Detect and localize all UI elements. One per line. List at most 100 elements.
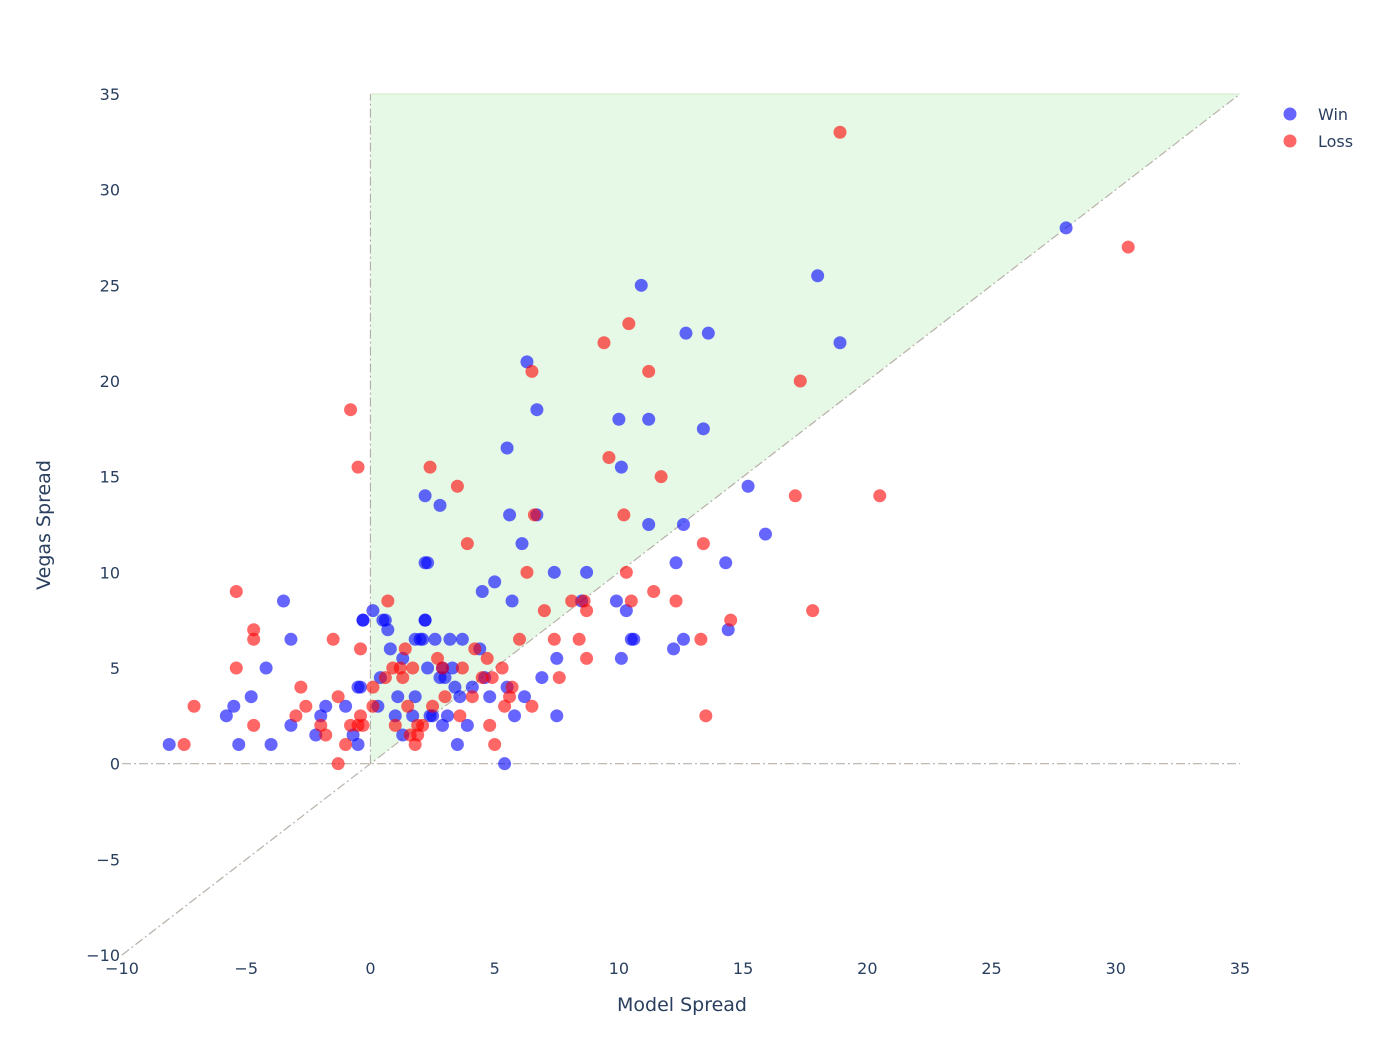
point-win-92 <box>667 642 681 656</box>
legend-label-loss: Loss <box>1318 132 1353 151</box>
point-win-93 <box>669 556 683 570</box>
point-loss-92 <box>1121 240 1135 254</box>
point-win-71 <box>515 537 529 551</box>
point-loss-2 <box>187 699 201 713</box>
point-win-6 <box>259 661 273 675</box>
point-win-56 <box>453 690 467 704</box>
point-win-48 <box>435 718 449 732</box>
point-win-11 <box>309 728 323 742</box>
point-win-88 <box>627 632 641 646</box>
series-win <box>162 221 1073 771</box>
point-win-39 <box>418 489 432 503</box>
point-win-47 <box>433 498 447 512</box>
point-loss-69 <box>572 632 586 646</box>
legend-item-loss: Loss <box>1283 132 1353 151</box>
point-win-86 <box>619 604 633 618</box>
point-win-7 <box>264 738 278 752</box>
point-win-29 <box>391 690 405 704</box>
point-win-5 <box>244 690 258 704</box>
point-win-51 <box>440 709 454 723</box>
point-loss-26 <box>378 671 392 685</box>
point-loss-83 <box>694 632 708 646</box>
point-win-44 <box>426 709 440 723</box>
point-win-14 <box>339 699 353 713</box>
point-win-83 <box>612 412 626 426</box>
point-loss-71 <box>580 604 594 618</box>
point-win-9 <box>284 632 298 646</box>
legend: Win Loss <box>1283 105 1353 151</box>
point-loss-33 <box>401 699 415 713</box>
y-tick-label: 15 <box>100 468 120 487</box>
x-tick-label: −10 <box>105 959 139 978</box>
point-win-103 <box>811 269 825 283</box>
point-win-104 <box>833 336 847 350</box>
legend-label-win: Win <box>1318 105 1348 124</box>
point-win-101 <box>741 479 755 493</box>
x-tick-label: 25 <box>981 959 1001 978</box>
point-loss-6 <box>247 632 261 646</box>
x-axis: −10 −5 0 5 10 15 20 25 30 35 <box>105 959 1250 978</box>
point-loss-45 <box>450 479 464 493</box>
x-tick-label: 30 <box>1106 959 1126 978</box>
point-win-45 <box>428 632 442 646</box>
y-tick-label: −10 <box>86 946 120 965</box>
point-loss-53 <box>483 718 497 732</box>
point-loss-55 <box>488 738 502 752</box>
point-loss-88 <box>793 374 807 388</box>
point-loss-47 <box>455 661 469 675</box>
point-win-55 <box>450 738 464 752</box>
y-tick-label: 10 <box>100 563 120 582</box>
x-tick-label: −5 <box>234 959 258 978</box>
point-loss-91 <box>873 489 887 503</box>
y-axis: −10 −5 0 5 10 15 20 25 30 35 <box>86 85 120 965</box>
point-loss-51 <box>475 671 489 685</box>
point-loss-61 <box>520 565 534 579</box>
point-win-68 <box>503 508 517 522</box>
point-loss-77 <box>622 317 636 331</box>
point-loss-74 <box>602 451 616 465</box>
point-loss-86 <box>724 613 738 627</box>
legend-marker-win <box>1283 107 1297 121</box>
y-tick-label: 25 <box>100 276 120 295</box>
point-loss-1 <box>177 738 191 752</box>
point-loss-8 <box>289 709 303 723</box>
point-loss-42 <box>431 651 445 665</box>
point-loss-35 <box>406 661 420 675</box>
point-loss-41 <box>426 699 440 713</box>
point-win-72 <box>517 690 531 704</box>
y-tick-label: −5 <box>96 850 120 869</box>
point-loss-19 <box>351 460 365 474</box>
point-win-70 <box>508 709 522 723</box>
point-win-12 <box>314 709 328 723</box>
point-win-59 <box>465 680 479 694</box>
point-loss-9 <box>294 680 308 694</box>
series-loss <box>177 125 1135 771</box>
point-loss-3 <box>229 584 243 598</box>
point-loss-40 <box>423 460 437 474</box>
point-loss-7 <box>247 718 261 732</box>
point-win-10 <box>284 718 298 732</box>
x-tick-label: 5 <box>490 959 500 978</box>
point-win-84 <box>614 460 628 474</box>
point-loss-4 <box>229 661 243 675</box>
point-win-102 <box>758 527 772 541</box>
point-win-91 <box>642 412 656 426</box>
point-loss-80 <box>647 584 661 598</box>
point-loss-17 <box>344 403 358 417</box>
point-loss-48 <box>460 537 474 551</box>
point-loss-57 <box>498 699 512 713</box>
point-loss-44 <box>438 690 452 704</box>
point-win-1 <box>162 738 176 752</box>
point-loss-66 <box>547 632 561 646</box>
point-loss-39 <box>416 718 430 732</box>
point-loss-12 <box>319 728 333 742</box>
point-loss-52 <box>480 651 494 665</box>
legend-item-win: Win <box>1283 105 1348 124</box>
point-win-32 <box>406 709 420 723</box>
point-win-98 <box>701 326 715 340</box>
point-win-94 <box>676 632 690 646</box>
point-loss-85 <box>699 709 713 723</box>
point-loss-76 <box>619 565 633 579</box>
point-win-54 <box>448 680 462 694</box>
y-tick-label: 0 <box>110 755 120 774</box>
